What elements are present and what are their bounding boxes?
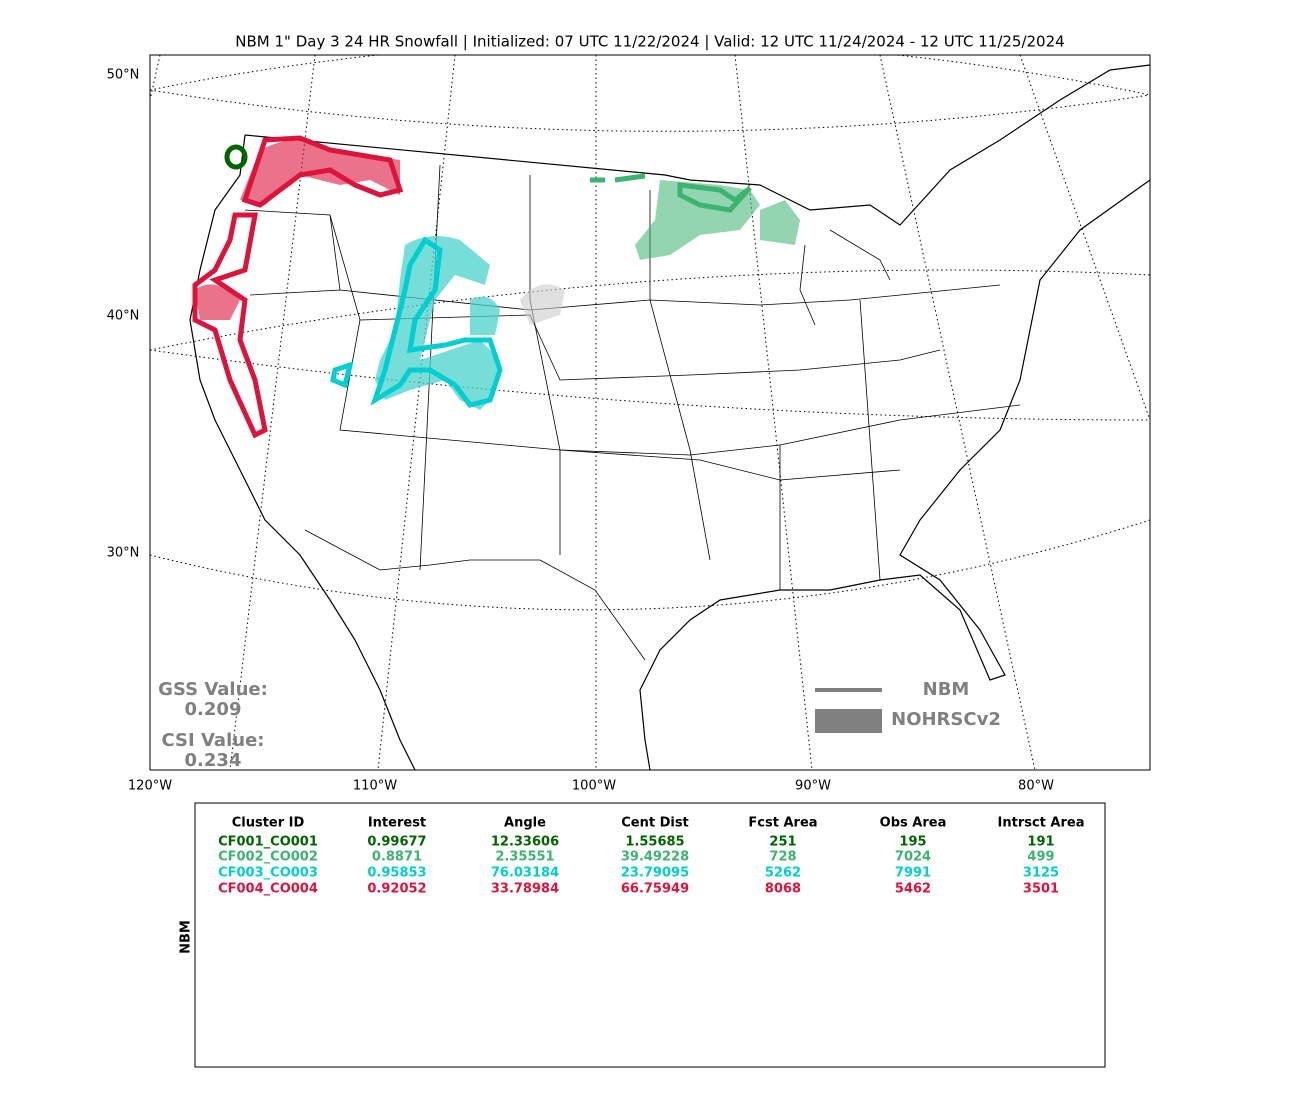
- score-label: GSS Value:: [158, 679, 268, 700]
- table-header: Fcst Area: [748, 816, 817, 831]
- table-cell: CF001_CO001: [218, 835, 318, 850]
- fcst-outline: [330, 236, 503, 408]
- table-cell: 0.99677: [367, 835, 426, 850]
- legend-label: NBM: [923, 679, 970, 700]
- table-cell: 1.55685: [625, 835, 684, 850]
- table-cell: 76.03184: [491, 866, 559, 881]
- table-cell: 251: [769, 835, 796, 850]
- title: NBM 1" Day 3 24 HR Snowfall | Initialize…: [235, 33, 1064, 51]
- table-header: Obs Area: [880, 816, 947, 831]
- obs-area: [195, 284, 240, 320]
- table-cell: 5462: [895, 882, 931, 897]
- lon-label: 80°W: [1018, 779, 1054, 794]
- table-cell: 5262: [765, 866, 801, 881]
- score-label: CSI Value:: [162, 730, 265, 751]
- table-cell: 2.35551: [495, 850, 554, 865]
- table-cell: 3125: [1023, 866, 1059, 881]
- map: 50°N 40°N 30°N 120°W 110°W 100°W 90°W 80…: [107, 54, 1151, 794]
- score-value: 0.234: [185, 750, 242, 771]
- table: NBM Cluster ID Interest Angle Cent Dist Fcst…: [179, 802, 1106, 1068]
- table-cell: CF003_CO003: [218, 866, 318, 881]
- table-cell: 66.75949: [621, 882, 689, 897]
- lon-label: 90°W: [795, 779, 831, 794]
- table-cell: 23.79095: [621, 866, 689, 881]
- table-cell: 8068: [765, 882, 801, 897]
- obs-area: [635, 180, 760, 260]
- table-cell: 499: [1027, 850, 1054, 865]
- table-cell: 12.33606: [491, 835, 559, 850]
- fcst-outline: [192, 135, 404, 439]
- table-cell: 0.95853: [367, 866, 426, 881]
- table-cell: 191: [1027, 835, 1054, 850]
- side-label: NBM: [179, 920, 194, 954]
- legend-swatch: [815, 709, 882, 733]
- table-header: Intrsct Area: [998, 816, 1085, 831]
- table-header: Interest: [368, 816, 426, 831]
- legend-label: NOHRSCv2: [891, 709, 1001, 730]
- coastline: [189, 64, 1150, 770]
- obs-area: [520, 284, 565, 325]
- lon-label: 100°W: [572, 779, 616, 794]
- table-cell: 7024: [895, 850, 931, 865]
- obs-area: [470, 296, 500, 335]
- table-frame: [194, 802, 1106, 1068]
- score-value: 0.209: [185, 699, 242, 720]
- table-cell: 0.92052: [367, 882, 426, 897]
- table-cell: 7991: [895, 866, 931, 881]
- table-cell: 3501: [1023, 882, 1059, 897]
- obs-area: [760, 200, 800, 245]
- table-cell: 33.78984: [491, 882, 559, 897]
- table-header: Cent Dist: [621, 816, 689, 831]
- table-cell: CF002_CO002: [218, 850, 318, 865]
- table-cell: CF004_CO004: [218, 882, 318, 897]
- fcst-outline: [224, 144, 248, 170]
- table-cell: 0.8871: [372, 850, 422, 865]
- lat-label: 50°N: [107, 68, 140, 83]
- lon-label: 110°W: [353, 779, 397, 794]
- lat-label: 40°N: [107, 309, 140, 324]
- snow-areas: [192, 135, 800, 439]
- lon-label: 120°W: [128, 779, 172, 794]
- table-cell: 728: [769, 850, 796, 865]
- lat-label: 30°N: [107, 546, 140, 561]
- fcst-outline: [590, 173, 752, 213]
- table-header: Angle: [504, 816, 546, 831]
- table-cell: 39.49228: [621, 850, 689, 865]
- table-cell: 195: [899, 835, 926, 850]
- table-header: Cluster ID: [232, 816, 305, 831]
